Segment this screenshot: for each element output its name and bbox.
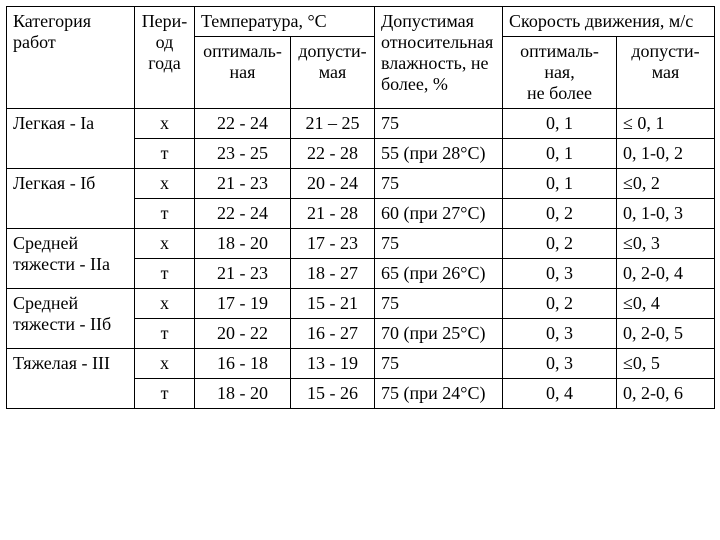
cell-humidity: 75 [375, 349, 503, 379]
cell-period: х [135, 289, 195, 319]
cell-speed-dop: 0, 1-0, 2 [617, 139, 715, 169]
cell-period: х [135, 109, 195, 139]
cell-period: х [135, 229, 195, 259]
cell-period: т [135, 199, 195, 229]
cell-speed-opt: 0, 3 [503, 319, 617, 349]
cell-speed-opt: 0, 4 [503, 379, 617, 409]
cell-temp-opt: 16 - 18 [195, 349, 291, 379]
cell-speed-dop: ≤ 0, 1 [617, 109, 715, 139]
hdr-temperature-group: Температура, °С [195, 7, 375, 37]
cell-category: Легкая - Iб [7, 169, 135, 229]
cell-speed-opt: 0, 2 [503, 289, 617, 319]
cell-temp-opt: 22 - 24 [195, 199, 291, 229]
header-row-1: Категория работ Пери- од года Температур… [7, 7, 715, 37]
cell-speed-dop: 0, 1-0, 3 [617, 199, 715, 229]
microclimate-table: Категория работ Пери- од года Температур… [6, 6, 715, 409]
cell-speed-opt: 0, 2 [503, 229, 617, 259]
cell-speed-dop: 0, 2-0, 5 [617, 319, 715, 349]
cell-temp-opt: 22 - 24 [195, 109, 291, 139]
cell-temp-opt: 21 - 23 [195, 169, 291, 199]
hdr-period: Пери- од года [135, 7, 195, 109]
cell-speed-dop: 0, 2-0, 6 [617, 379, 715, 409]
cell-temp-dop: 22 - 28 [291, 139, 375, 169]
table-row: Средней тяжести - IIбх17 - 1915 - 21750,… [7, 289, 715, 319]
cell-category: Легкая - Iа [7, 109, 135, 169]
hdr-speed-dop: допусти- мая [617, 37, 715, 109]
cell-temp-opt: 20 - 22 [195, 319, 291, 349]
cell-period: х [135, 169, 195, 199]
cell-temp-dop: 18 - 27 [291, 259, 375, 289]
cell-period: т [135, 319, 195, 349]
cell-humidity: 65 (при 26°С) [375, 259, 503, 289]
hdr-humidity: Допустимая относительная влажность, не б… [375, 7, 503, 109]
cell-speed-opt: 0, 2 [503, 199, 617, 229]
cell-speed-dop: ≤0, 3 [617, 229, 715, 259]
hdr-temp-dop: допусти- мая [291, 37, 375, 109]
table-row: Легкая - Iах22 - 2421 – 25750, 1≤ 0, 1 [7, 109, 715, 139]
cell-temp-dop: 13 - 19 [291, 349, 375, 379]
cell-humidity: 75 [375, 109, 503, 139]
cell-humidity: 55 (при 28°С) [375, 139, 503, 169]
cell-temp-dop: 15 - 26 [291, 379, 375, 409]
cell-humidity: 75 [375, 289, 503, 319]
hdr-speed-opt: оптималь- ная, не более [503, 37, 617, 109]
table-body: Легкая - Iах22 - 2421 – 25750, 1≤ 0, 1т2… [7, 109, 715, 409]
cell-humidity: 75 (при 24°С) [375, 379, 503, 409]
cell-speed-opt: 0, 1 [503, 139, 617, 169]
table-row: Легкая - Iбх21 - 2320 - 24750, 1≤0, 2 [7, 169, 715, 199]
cell-temp-dop: 20 - 24 [291, 169, 375, 199]
cell-category: Тяжелая - III [7, 349, 135, 409]
cell-period: т [135, 139, 195, 169]
cell-speed-opt: 0, 3 [503, 349, 617, 379]
cell-period: т [135, 259, 195, 289]
cell-speed-dop: ≤0, 5 [617, 349, 715, 379]
cell-temp-dop: 21 - 28 [291, 199, 375, 229]
cell-humidity: 60 (при 27°С) [375, 199, 503, 229]
cell-speed-dop: ≤0, 4 [617, 289, 715, 319]
cell-speed-opt: 0, 1 [503, 169, 617, 199]
cell-temp-dop: 16 - 27 [291, 319, 375, 349]
cell-category: Средней тяжести - IIб [7, 289, 135, 349]
hdr-speed-group: Скорость движения, м/с [503, 7, 715, 37]
cell-humidity: 75 [375, 229, 503, 259]
cell-category: Средней тяжести - IIа [7, 229, 135, 289]
cell-period: т [135, 379, 195, 409]
table-row: Средней тяжести - IIах18 - 2017 - 23750,… [7, 229, 715, 259]
cell-humidity: 75 [375, 169, 503, 199]
cell-temp-dop: 15 - 21 [291, 289, 375, 319]
cell-temp-opt: 23 - 25 [195, 139, 291, 169]
table-row: Тяжелая - IIIх16 - 1813 - 19750, 3≤0, 5 [7, 349, 715, 379]
cell-temp-opt: 18 - 20 [195, 379, 291, 409]
cell-humidity: 70 (при 25°С) [375, 319, 503, 349]
cell-speed-opt: 0, 3 [503, 259, 617, 289]
cell-speed-dop: ≤0, 2 [617, 169, 715, 199]
cell-temp-opt: 21 - 23 [195, 259, 291, 289]
cell-period: х [135, 349, 195, 379]
cell-speed-dop: 0, 2-0, 4 [617, 259, 715, 289]
hdr-temp-opt: оптималь- ная [195, 37, 291, 109]
cell-temp-dop: 17 - 23 [291, 229, 375, 259]
cell-speed-opt: 0, 1 [503, 109, 617, 139]
cell-temp-dop: 21 – 25 [291, 109, 375, 139]
cell-temp-opt: 17 - 19 [195, 289, 291, 319]
hdr-category: Категория работ [7, 7, 135, 109]
cell-temp-opt: 18 - 20 [195, 229, 291, 259]
